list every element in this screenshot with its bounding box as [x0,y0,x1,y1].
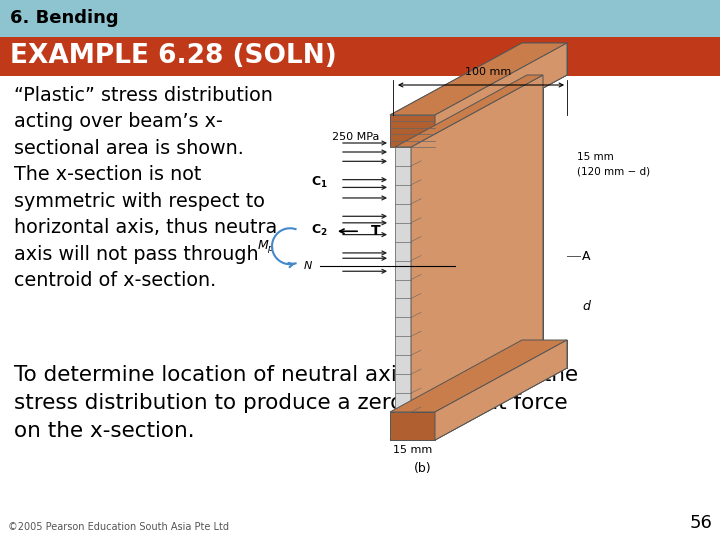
Bar [0,37,720,76]
Text: 250 MPa: 250 MPa [332,132,379,142]
Polygon shape [411,75,567,147]
Text: d: d [582,300,590,313]
Text: 6. Bending: 6. Bending [10,9,119,28]
Text: To determine location of neutral axis, we require the
stress distribution to pro: To determine location of neutral axis, w… [14,365,578,441]
Bar [0,0,720,37]
Polygon shape [527,75,543,340]
Polygon shape [522,340,567,368]
Polygon shape [435,43,567,147]
Polygon shape [390,412,435,440]
Text: “Plastic” stress distribution
acting over beam’s x-
sectional area is shown.
The: “Plastic” stress distribution acting ove… [14,86,277,290]
Polygon shape [522,340,567,368]
Text: $\mathbf{C_1}$: $\mathbf{C_1}$ [311,175,328,190]
Polygon shape [395,75,543,147]
Text: (120 mm − d): (120 mm − d) [577,167,650,177]
Polygon shape [435,340,567,440]
Text: 56: 56 [689,514,712,532]
Polygon shape [390,43,567,115]
Text: 15 mm: 15 mm [577,152,613,162]
Polygon shape [411,75,543,412]
Polygon shape [522,43,567,75]
Text: $M_p$: $M_p$ [257,238,275,255]
Text: N: N [304,261,312,271]
Polygon shape [390,368,567,440]
Text: 100 mm: 100 mm [465,67,512,77]
Text: 15 mm: 15 mm [393,445,432,455]
Polygon shape [395,147,411,412]
Polygon shape [522,43,567,75]
Polygon shape [435,43,567,147]
Text: ©2005 Pearson Education South Asia Pte Ltd: ©2005 Pearson Education South Asia Pte L… [8,522,229,532]
Polygon shape [390,340,567,412]
Polygon shape [435,340,567,440]
Text: (b): (b) [414,462,431,475]
Text: EXAMPLE 6.28 (SOLN): EXAMPLE 6.28 (SOLN) [10,43,337,69]
Text: A: A [582,249,590,263]
Text: $\mathbf{T}$: $\mathbf{T}$ [370,224,382,238]
Polygon shape [527,75,543,340]
Text: $\mathbf{C_2}$: $\mathbf{C_2}$ [311,223,328,238]
Polygon shape [390,43,567,115]
Polygon shape [390,115,435,147]
